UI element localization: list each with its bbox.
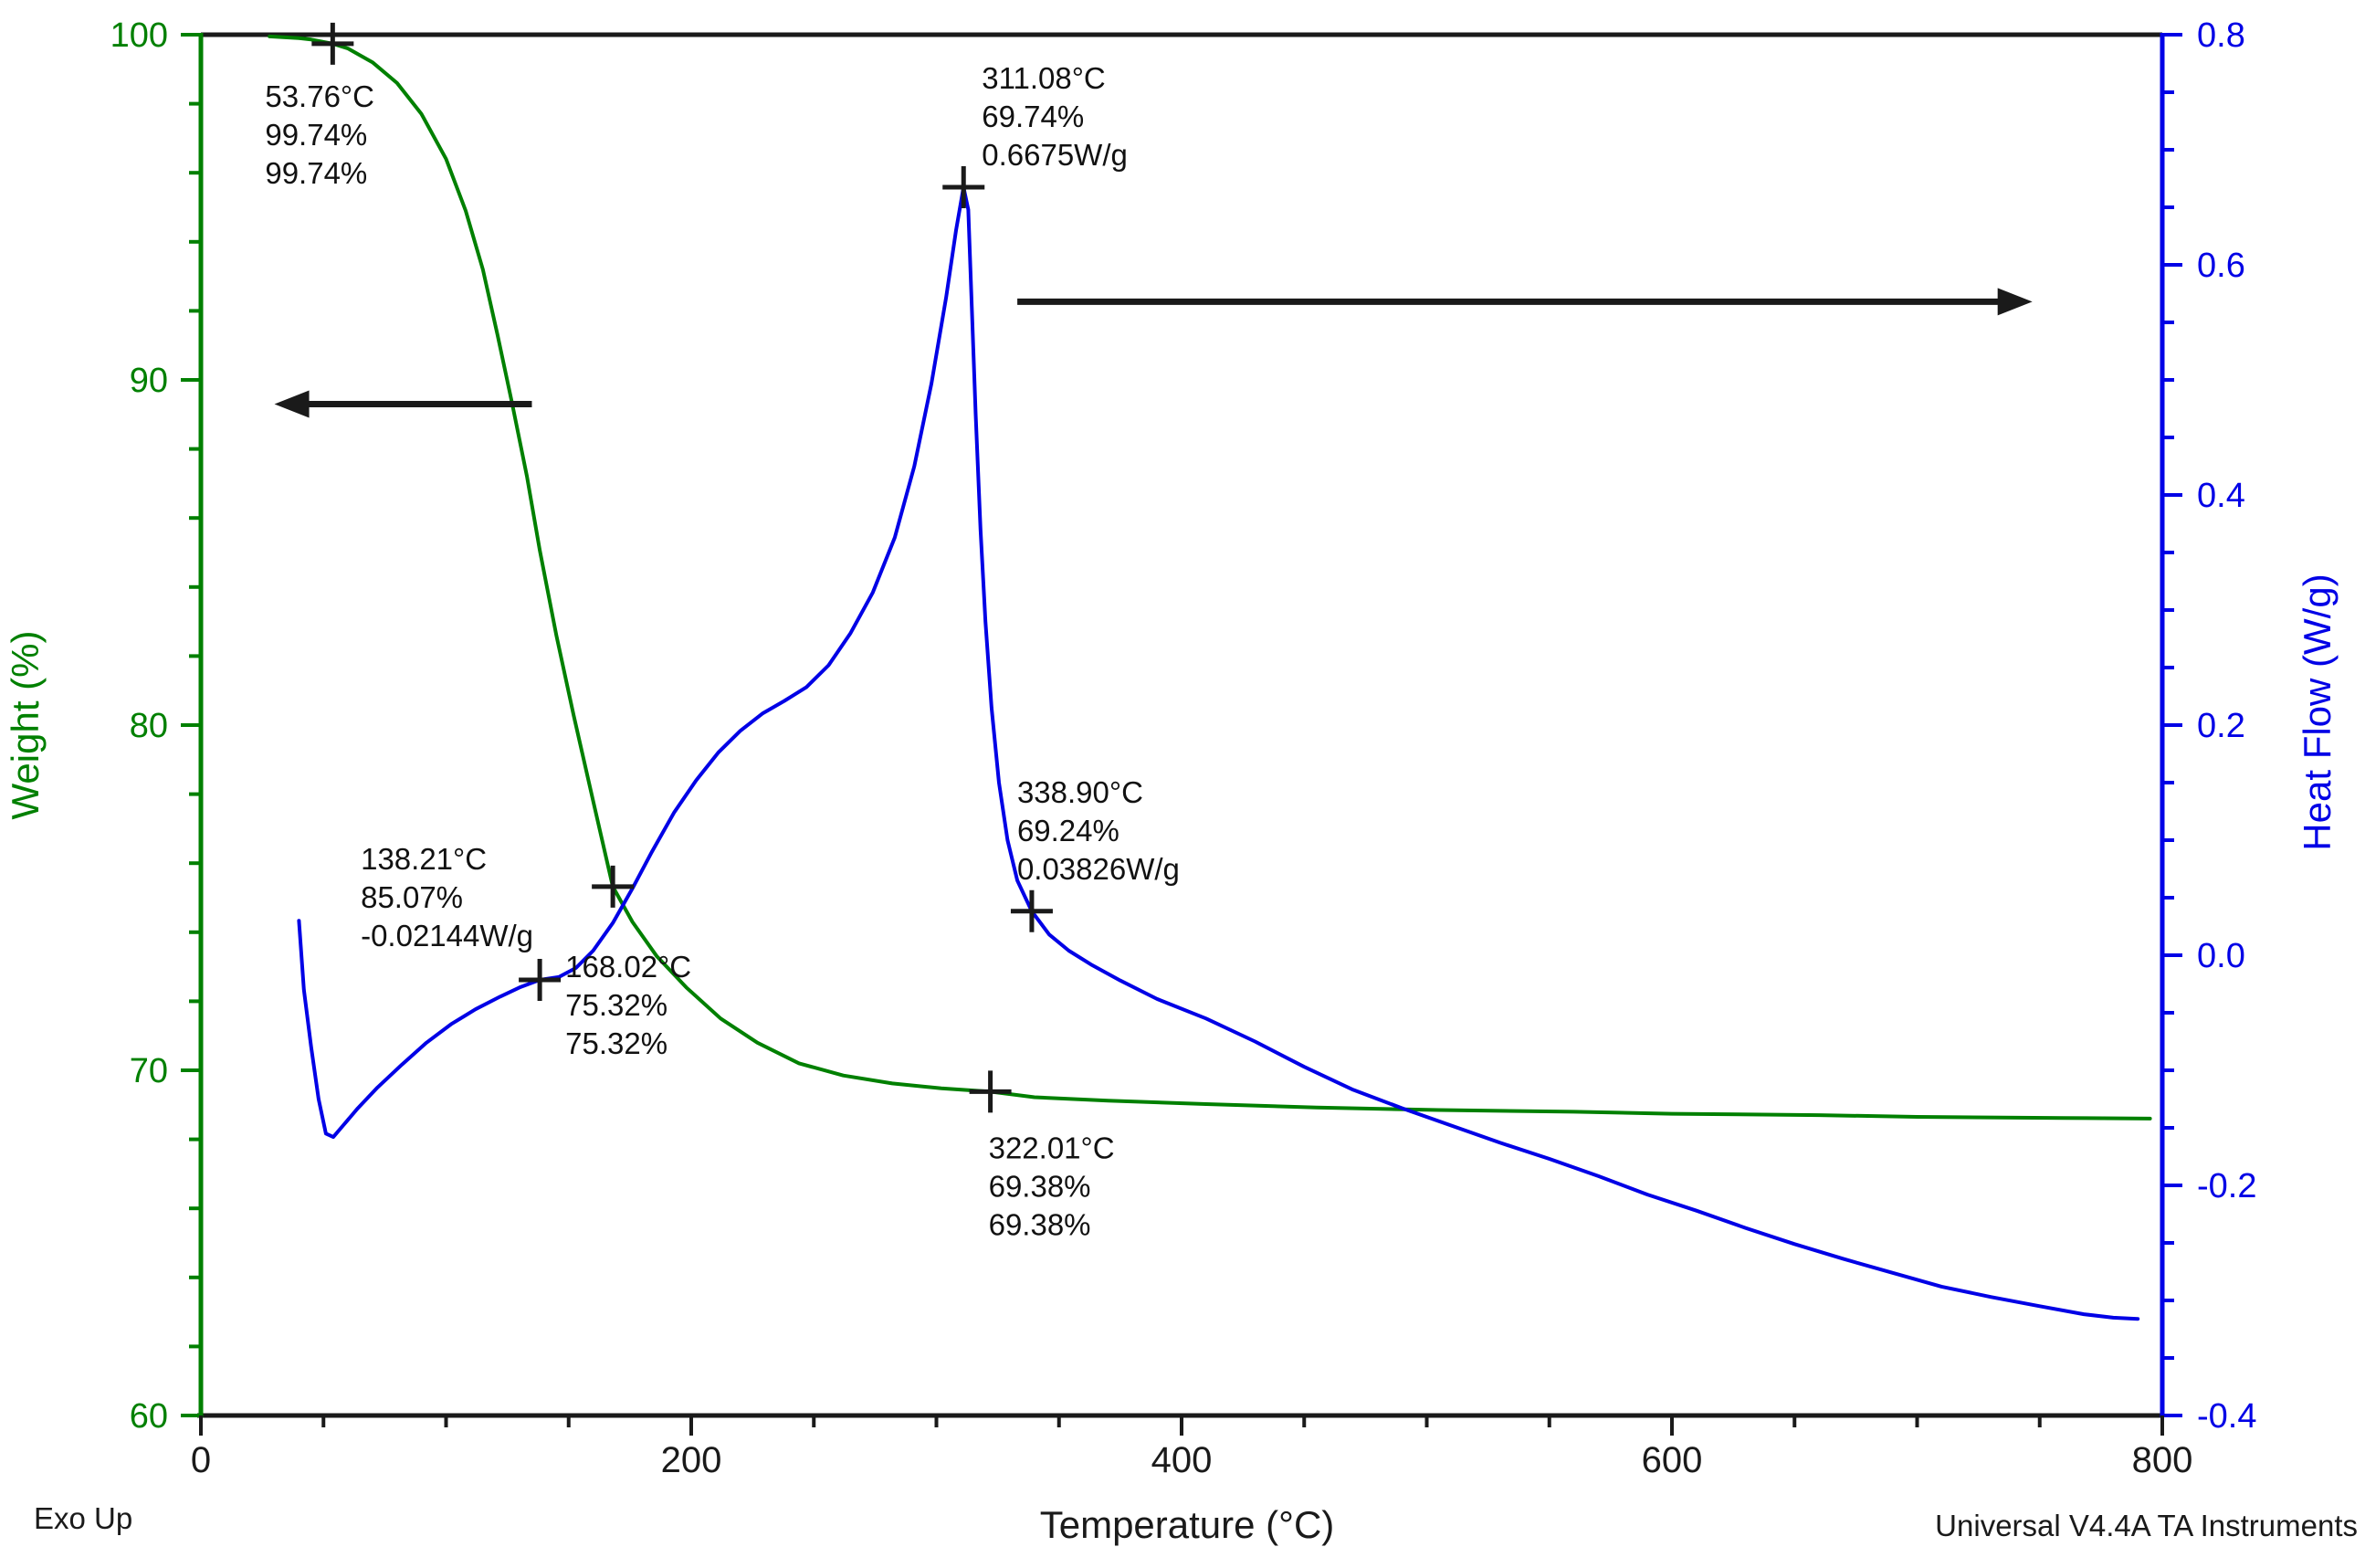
axis-pointer-arrows [274,288,2033,418]
annotation-point-138c: 138.21°C 85.07% -0.02144W/g [361,842,533,952]
plot-frame [197,32,2165,1418]
heatflow-axis-title: Heat Flow (W/g) [2296,574,2339,850]
heatflow-axis-arrow [1017,288,2033,316]
annotation-line: 99.74% [265,118,367,152]
instrument-version-label: Universal V4.4A TA Instruments [1935,1509,2358,1542]
temperature-axis-tick-label: 200 [661,1440,722,1480]
temperature-axis-title: Temperature (°C) [1040,1503,1335,1546]
temperature-axis-tick-label: 800 [2132,1440,2193,1480]
marker-cross-point-322c [969,1070,1012,1113]
heatflow-axis-tick-label: 0.2 [2197,707,2245,745]
data-point-annotations: 53.76°C 99.74% 99.74% 311.08°C 69.74% 0.6675W… [265,61,1180,1241]
annotation-point-168c: 168.02°C 75.32% 75.32% [565,950,691,1060]
annotation-line: 85.07% [361,880,463,914]
heatflow-axis-tick-label: -0.4 [2197,1397,2256,1436]
annotation-point-338c: 338.90°C 69.24% 0.03826W/g [1017,775,1180,886]
temperature-axis-ticks: 0 200 400 600 800 [191,1415,2193,1480]
weight-axis-arrow-head [274,390,310,418]
annotation-line: 99.74% [265,156,367,190]
annotation-point-311c: 311.08°C 69.74% 0.6675W/g [982,61,1128,172]
annotation-line: 322.01°C [989,1131,1115,1164]
marker-cross-point-338c [1010,889,1053,932]
annotation-line: 0.03826W/g [1017,852,1180,886]
weight-axis-arrow [274,390,532,418]
weight-axis-tick-label: 80 [130,707,168,745]
heatflow-axis-tick-label: 0.0 [2197,937,2245,975]
annotation-line: 69.38% [989,1207,1091,1241]
annotation-line: 168.02°C [565,950,691,984]
heatflow-axis-tick-label: -0.2 [2197,1167,2256,1205]
annotation-line: 53.76°C [265,79,374,113]
weight-axis-tick-label: 100 [110,16,168,55]
marker-cross-point-311c [942,165,985,208]
weight-curve [268,34,2152,1121]
weight-axis-tick-label: 60 [130,1397,168,1436]
weight-axis-ticks: 100 90 80 70 60 [110,16,201,1436]
annotation-line: 311.08°C [982,61,1106,95]
heatflow-axis-tick-label: 0.4 [2197,477,2245,515]
annotation-point-53c: 53.76°C 99.74% 99.74% [265,79,374,190]
annotation-line: 69.38% [989,1169,1091,1203]
weight-axis-title: Weight (%) [4,631,47,820]
marker-cross-point-138c [519,959,562,1002]
annotation-line: 338.90°C [1017,775,1143,809]
annotation-line: 75.32% [565,1026,667,1060]
annotation-point-322c: 322.01°C 69.38% 69.38% [989,1131,1115,1241]
temperature-axis-tick-label: 0 [191,1440,211,1480]
annotation-line: 0.6675W/g [982,138,1128,172]
heatflow-axis-ticks: 0.8 0.6 0.4 0.2 0.0 -0.2 -0.4 [2162,16,2256,1436]
annotation-line: 69.24% [1017,814,1119,847]
heatflow-axis-tick-label: 0.8 [2197,16,2245,55]
temperature-axis-tick-label: 600 [1642,1440,1703,1480]
temperature-axis-tick-label: 400 [1151,1440,1213,1480]
heatflow-axis-arrow-head [1997,288,2033,316]
data-point-markers [311,22,1053,1113]
heatflow-axis-tick-label: 0.6 [2197,247,2245,285]
annotation-line: 138.21°C [361,842,487,876]
weight-axis-tick-label: 70 [130,1052,168,1090]
data-curves [268,34,2152,1321]
heat_flow-curve [297,185,2140,1321]
marker-cross-point-168c [592,865,635,908]
weight-axis-tick-label: 90 [130,362,168,400]
marker-cross-point-53c [311,22,354,65]
annotation-line: 75.32% [565,988,667,1022]
exo-up-label: Exo Up [34,1501,132,1535]
annotation-line: 69.74% [982,100,1084,133]
annotation-line: -0.02144W/g [361,919,533,952]
